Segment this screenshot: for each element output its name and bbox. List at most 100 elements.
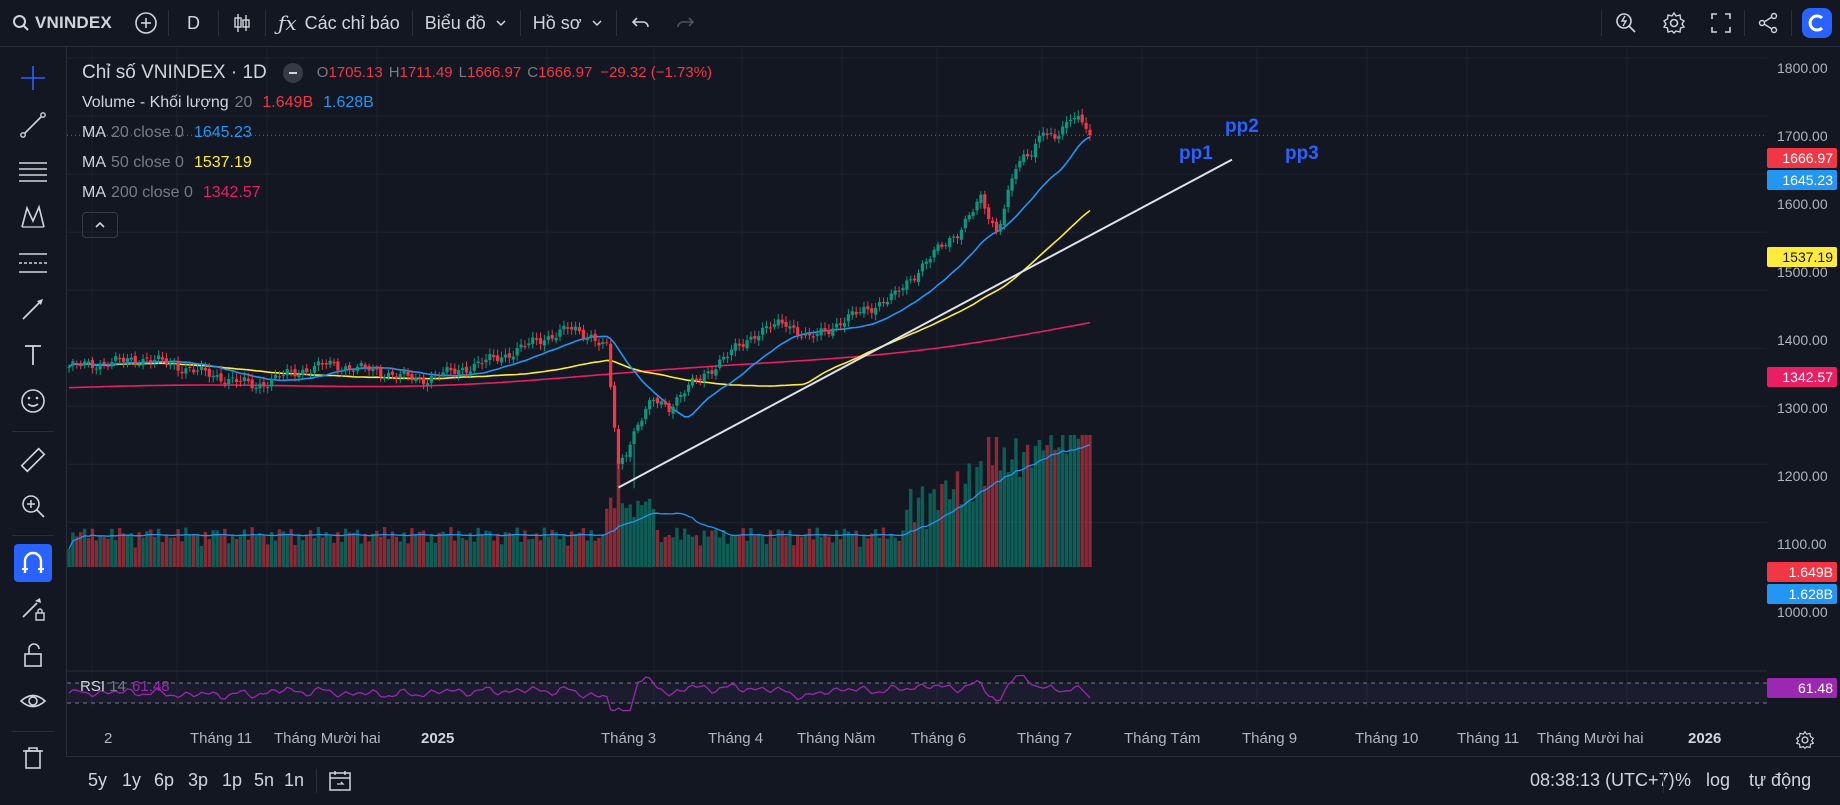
hide-series-button[interactable] bbox=[282, 63, 303, 83]
candle-body bbox=[86, 361, 91, 363]
candle-body bbox=[542, 340, 547, 346]
candle-body bbox=[850, 311, 854, 316]
candle-body bbox=[698, 378, 702, 381]
ma200-value: 1342.57 bbox=[202, 184, 261, 201]
indicators-button[interactable]: ƒx Các chỉ báo bbox=[266, 0, 412, 46]
volume-bar bbox=[546, 536, 551, 567]
zoom-tool[interactable] bbox=[14, 487, 52, 525]
chart-type-button[interactable] bbox=[219, 0, 265, 46]
emoji-tool[interactable] bbox=[14, 382, 52, 420]
volume-bar bbox=[838, 539, 843, 567]
range-1m-button[interactable]: 1p bbox=[222, 770, 243, 790]
candle-body bbox=[363, 364, 367, 368]
volume-bar bbox=[86, 538, 91, 567]
price-axis[interactable]: 1800.00 1700.00 1600.00 1500.00 1400.00 … bbox=[1767, 47, 1840, 756]
range-1y-button[interactable]: 1y bbox=[122, 770, 142, 790]
volume-bar bbox=[1064, 453, 1069, 567]
legend-volume-row[interactable]: Volume - Khối lượng 20 1.649B 1.628B bbox=[82, 88, 712, 118]
quick-search-button[interactable] bbox=[1602, 0, 1650, 46]
volume-bar bbox=[690, 536, 695, 567]
projection-icon bbox=[19, 253, 47, 273]
candle-body bbox=[476, 361, 480, 364]
volume-bar bbox=[117, 528, 122, 567]
candle-body bbox=[866, 306, 870, 310]
candle-body bbox=[1088, 129, 1092, 136]
open-label: O bbox=[316, 64, 329, 81]
annotation-pp1[interactable]: pp1 bbox=[1179, 143, 1213, 164]
compare-button[interactable] bbox=[124, 0, 168, 46]
fullscreen-button[interactable] bbox=[1698, 0, 1744, 46]
range-5d-button[interactable]: 5n bbox=[254, 770, 275, 790]
volume-bar bbox=[893, 537, 897, 567]
candle-body bbox=[484, 359, 488, 363]
text-tool[interactable] bbox=[14, 336, 52, 374]
app-logo[interactable] bbox=[1802, 8, 1832, 38]
annotation-pp3[interactable]: pp3 bbox=[1285, 143, 1319, 164]
chart-menu-button[interactable]: Biểu đồ bbox=[413, 0, 520, 46]
annotation-pp2[interactable]: pp2 bbox=[1225, 116, 1259, 137]
fib-tool[interactable] bbox=[14, 152, 52, 190]
percent-scale-toggle[interactable]: % bbox=[1675, 770, 1692, 790]
undo-button[interactable] bbox=[617, 0, 665, 46]
range-3m-button[interactable]: 3p bbox=[188, 770, 209, 790]
rsi-legend[interactable]: RSI 14 61.48 bbox=[80, 678, 170, 695]
pattern-tool[interactable] bbox=[14, 198, 52, 236]
remove-drawings-tool[interactable] bbox=[14, 739, 52, 777]
candle-body bbox=[429, 376, 434, 383]
range-5y-button[interactable]: 5y bbox=[88, 770, 108, 790]
unlock-icon bbox=[24, 643, 42, 667]
interval-button[interactable]: D bbox=[186, 12, 200, 33]
volume-bar bbox=[359, 543, 363, 567]
measure-tool[interactable] bbox=[14, 441, 52, 479]
trendline-tool[interactable] bbox=[14, 106, 52, 144]
candle-body bbox=[803, 333, 808, 336]
settings-button[interactable] bbox=[1650, 0, 1698, 46]
symbol-search[interactable]: VNINDEX bbox=[0, 0, 124, 46]
lock-tool[interactable] bbox=[14, 636, 52, 674]
volume-ma-series-line bbox=[68, 444, 1091, 550]
log-scale-toggle[interactable]: log bbox=[1706, 770, 1731, 790]
profile-menu-button[interactable]: Hồ sơ bbox=[521, 0, 616, 46]
volume-bar bbox=[772, 537, 777, 567]
chart-title[interactable]: Chỉ số VNINDEX · 1D bbox=[82, 62, 267, 83]
candle-body bbox=[1057, 135, 1061, 139]
volume-bar bbox=[297, 534, 301, 567]
range-1d-button[interactable]: 1n bbox=[284, 770, 305, 790]
auto-scale-toggle[interactable]: tự động bbox=[1749, 770, 1812, 790]
projection-tool[interactable] bbox=[14, 244, 52, 282]
chart-label: Biểu đồ bbox=[424, 12, 486, 33]
lock-drawings-tool[interactable] bbox=[14, 590, 52, 628]
time-axis[interactable]: 2 Tháng 11 Tháng Mười hai 2025 Tháng 3 T… bbox=[67, 724, 1767, 754]
candle-body bbox=[714, 369, 718, 376]
volume-bar bbox=[901, 530, 905, 567]
volume-bar bbox=[1076, 438, 1081, 567]
visibility-tool[interactable] bbox=[14, 682, 52, 720]
collapse-legend-button[interactable] bbox=[82, 212, 118, 238]
crosshair-tool[interactable] bbox=[14, 59, 52, 97]
candle-body bbox=[780, 319, 784, 324]
volume-bar bbox=[168, 537, 173, 567]
volume-bar bbox=[866, 538, 870, 567]
legend-ma50-row[interactable]: MA 50 close 0 1537.19 bbox=[82, 148, 712, 178]
legend-ma200-row[interactable]: MA 200 close 0 1342.57 bbox=[82, 178, 712, 208]
brush-tool[interactable] bbox=[14, 290, 52, 328]
range-6m-button[interactable]: 6p bbox=[154, 770, 175, 790]
volume-bar bbox=[570, 531, 574, 567]
clock-timezone[interactable]: 08:38:13 (UTC+7) bbox=[1530, 770, 1675, 790]
candle-body bbox=[745, 340, 749, 349]
volume-tag: 1.649B bbox=[1767, 562, 1837, 582]
candle-body bbox=[702, 373, 706, 382]
volume-bar bbox=[316, 527, 321, 567]
share-button[interactable] bbox=[1745, 0, 1791, 46]
price-chart[interactable] bbox=[67, 47, 1767, 756]
bottom-toolbar: 5y 1y 6p 3p 1p 5n 1n 08:38:13 (UTC+7) % … bbox=[66, 756, 1840, 805]
redo-button[interactable] bbox=[665, 0, 705, 46]
go-to-date-button[interactable] bbox=[328, 769, 352, 798]
axis-settings-button[interactable] bbox=[1795, 730, 1815, 753]
candle-body bbox=[472, 363, 476, 371]
volume-bar bbox=[234, 538, 239, 567]
legend-ma20-row[interactable]: MA 20 close 0 1645.23 bbox=[82, 118, 712, 148]
volume-bar bbox=[796, 535, 800, 567]
volume-bar bbox=[1014, 438, 1018, 567]
magnet-tool[interactable] bbox=[14, 544, 52, 582]
